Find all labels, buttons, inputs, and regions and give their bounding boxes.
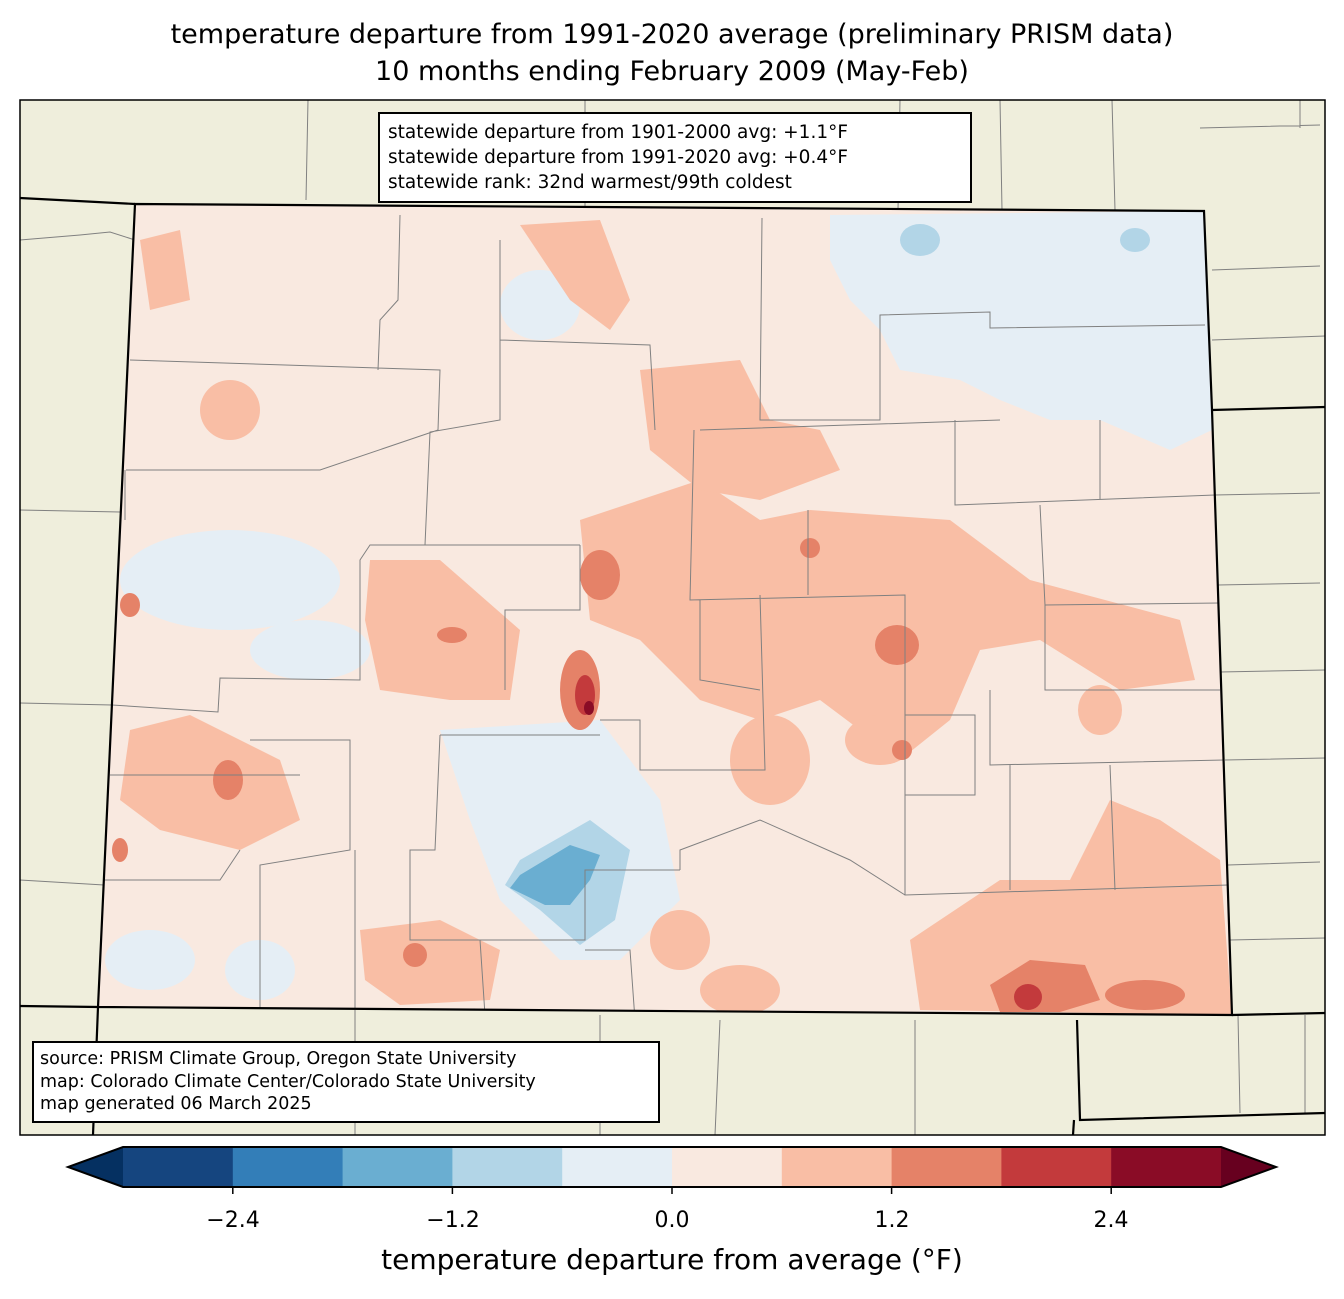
colorbar-tick-label: 1.2 (874, 1208, 910, 1233)
source-generated: map generated 06 March 2025 (40, 1094, 312, 1114)
colorbar-segment (342, 1147, 453, 1187)
source-map: map: Colorado Climate Center/Colorado St… (40, 1071, 536, 1092)
colorbar (65, 1146, 1279, 1194)
state-boundaries (19, 196, 1326, 1136)
colorbar-segment (562, 1147, 673, 1187)
colorbar-segment (891, 1147, 1002, 1187)
colorbar-segment (781, 1147, 893, 1187)
colorbar-tick-label: −1.2 (426, 1208, 480, 1233)
colorbar-segment (123, 1147, 234, 1187)
colorbar-tick-label: 2.4 (1093, 1208, 1129, 1233)
colorbar-segment (1001, 1147, 1112, 1187)
colorbar-segment (232, 1147, 344, 1187)
map-subtitle: 10 months ending February 2009 (May-Feb) (375, 56, 969, 87)
map-frame (19, 99, 1326, 1136)
stat-rank: statewide rank: 32nd warmest/99th coldes… (388, 172, 792, 193)
stat-departure-1991-2020: statewide departure from 1991-2020 avg: … (388, 147, 848, 168)
source-box: source: PRISM Climate Group, Oregon Stat… (32, 1041, 660, 1123)
colorbar-extend-low (68, 1147, 123, 1187)
colorbar-segment (452, 1147, 563, 1187)
colorbar-segment (672, 1147, 783, 1187)
colorbar-tick-label: −2.4 (206, 1208, 260, 1233)
stat-departure-1901-2000: statewide departure from 1901-2000 avg: … (388, 122, 848, 143)
source-prism: source: PRISM Climate Group, Oregon Stat… (40, 1049, 517, 1069)
colorbar-label: temperature departure from average (°F) (381, 1243, 963, 1276)
colorbar-tick-label: 0.0 (654, 1208, 690, 1233)
map-title: temperature departure from 1991-2020 ave… (170, 19, 1174, 50)
colorbar-extend-high (1221, 1147, 1276, 1187)
colorbar-segment (1111, 1147, 1222, 1187)
county-lines (105, 214, 1231, 1015)
temperature-departure-field (98, 204, 1232, 1015)
statewide-stats-box: statewide departure from 1901-2000 avg: … (378, 112, 972, 203)
colorbar-outline (65, 1146, 1279, 1188)
